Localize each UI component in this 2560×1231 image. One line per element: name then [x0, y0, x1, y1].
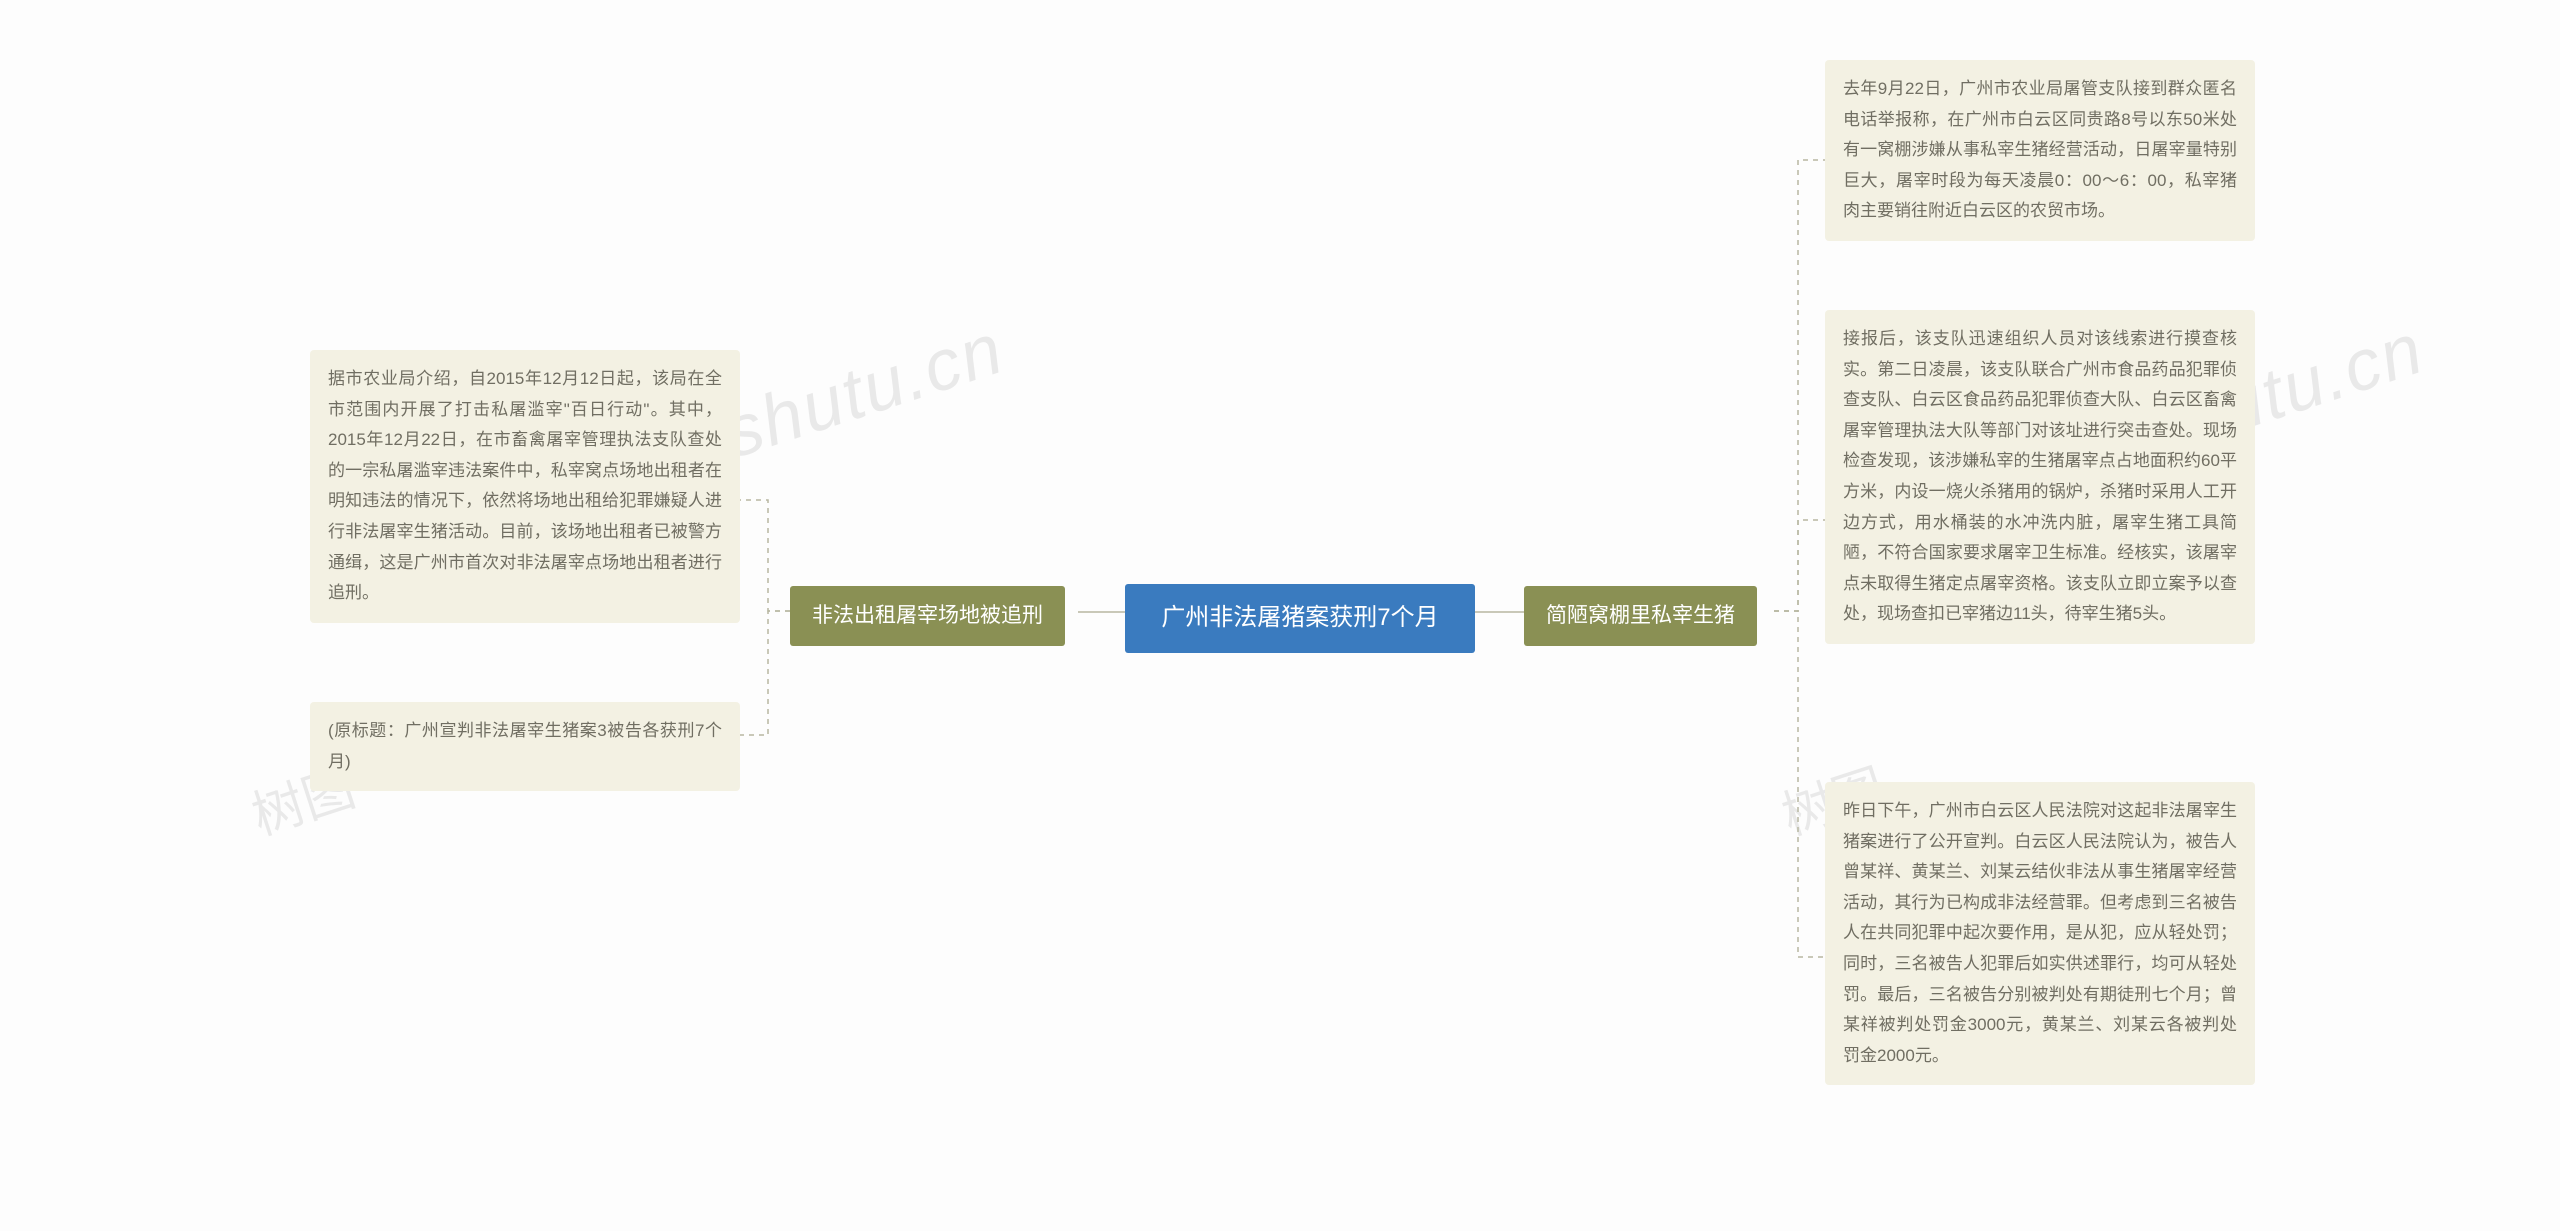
left-leaf-0[interactable]: 据市农业局介绍，自2015年12月12日起，该局在全市范围内开展了打击私屠滥宰"… — [310, 350, 740, 623]
right-branch-node[interactable]: 简陋窝棚里私宰生猪 — [1524, 586, 1757, 646]
right-leaf-0[interactable]: 去年9月22日，广州市农业局屠管支队接到群众匿名电话举报称，在广州市白云区同贵路… — [1825, 60, 2255, 241]
center-node[interactable]: 广州非法屠猪案获刑7个月 — [1125, 584, 1475, 653]
right-leaf-2[interactable]: 昨日下午，广州市白云区人民法院对这起非法屠宰生猪案进行了公开宣判。白云区人民法院… — [1825, 782, 2255, 1085]
right-leaf-1[interactable]: 接报后，该支队迅速组织人员对该线索进行摸查核实。第二日凌晨，该支队联合广州市食品… — [1825, 310, 2255, 644]
left-leaf-1[interactable]: (原标题：广州宣判非法屠宰生猪案3被告各获刑7个月) — [310, 702, 740, 791]
watermark-url-1: shutu.cn — [714, 307, 1013, 474]
left-branch-node[interactable]: 非法出租屠宰场地被追刑 — [790, 586, 1065, 646]
